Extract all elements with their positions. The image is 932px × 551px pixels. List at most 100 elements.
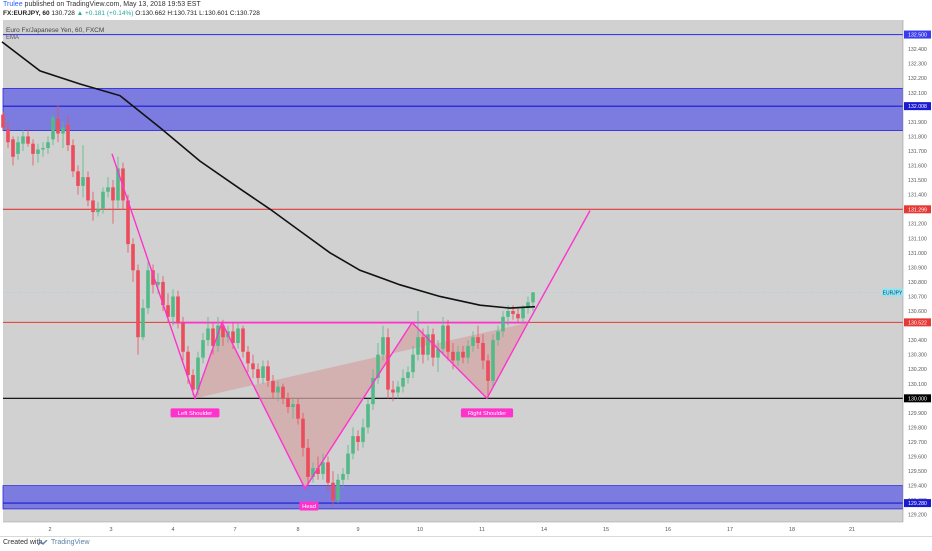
- candle-34: [171, 289, 175, 326]
- candle-56: [281, 383, 285, 405]
- candle-27: [136, 264, 140, 355]
- candle-79: [396, 380, 400, 399]
- y-tick-label-4: 129.600: [908, 455, 927, 461]
- candle-body: [131, 244, 135, 271]
- candle-body: [106, 187, 110, 192]
- candle-body: [266, 366, 270, 381]
- level-label-1: 132.008: [908, 104, 927, 110]
- candle-70: [351, 427, 355, 460]
- x-tick-label-5: 9: [356, 527, 359, 533]
- candle-10: [51, 114, 55, 146]
- y-tick-label-27: 132.300: [908, 62, 927, 68]
- candle-body: [261, 366, 265, 378]
- candle-11: [56, 104, 60, 143]
- candle-body: [391, 389, 395, 393]
- candle-body: [441, 325, 445, 349]
- tradingview-brand[interactable]: TradingView: [51, 539, 90, 546]
- candle-40: [201, 332, 205, 364]
- candle-body: [146, 270, 150, 309]
- candle-14: [71, 139, 75, 178]
- candle-body: [376, 354, 380, 378]
- x-tick-label-0: 2: [48, 527, 51, 533]
- candle-77: [386, 328, 390, 399]
- candle-body: [511, 311, 515, 314]
- candle-9: [46, 136, 50, 154]
- candle-94: [471, 331, 475, 352]
- candle-76: [381, 325, 385, 361]
- candle-body: [296, 404, 300, 419]
- y-tick-label-10: 130.300: [908, 353, 927, 359]
- pattern-label-bg-0: [170, 408, 220, 418]
- candle-body: [86, 177, 90, 201]
- candle-body: [471, 337, 475, 346]
- symbol-tag: EURJPY: [883, 290, 903, 296]
- candle-61: [306, 439, 310, 486]
- y-tick-label-11: 130.400: [908, 338, 927, 344]
- x-tick-label-2: 4: [171, 527, 174, 533]
- candle-body: [71, 145, 75, 172]
- x-tick-label-8: 14: [541, 527, 547, 533]
- candle-29: [146, 260, 150, 314]
- author-name[interactable]: Trulee: [3, 1, 23, 8]
- y-tick-label-18: 131.200: [908, 222, 927, 228]
- y-tick-label-24: 131.900: [908, 120, 927, 126]
- candle-57: [286, 392, 290, 413]
- level-label-bg-4: [904, 394, 931, 403]
- candle-body: [161, 281, 165, 306]
- candle-103: [516, 308, 520, 323]
- y-tick-label-13: 130.700: [908, 294, 927, 300]
- candle-93: [466, 340, 470, 364]
- candle-body: [326, 462, 330, 483]
- candle-body: [46, 142, 50, 149]
- candle-body: [491, 340, 495, 381]
- candle-body: [351, 436, 355, 454]
- candle-body: [251, 363, 255, 370]
- candle-36: [181, 316, 185, 361]
- time-axis[interactable]: [3, 522, 903, 536]
- level-label-4: 130.000: [908, 396, 927, 402]
- x-tick-label-3: 7: [233, 527, 236, 533]
- candle-47: [236, 322, 240, 349]
- candle-body: [501, 316, 505, 332]
- candle-73: [366, 398, 370, 434]
- candle-87: [436, 340, 440, 373]
- published-text: published on TradingView.com, May 13, 20…: [24, 1, 201, 8]
- candle-body: [236, 328, 240, 344]
- time-axis-ticks: 2 3 4 7 8 9 10 11 14 15 16 17 18 21: [48, 527, 855, 533]
- price-chart[interactable]: Left Shoulder Head Right Shoulder Euro Fx/…: [0, 20, 932, 536]
- candle-97: [486, 354, 490, 399]
- candle-body: [451, 351, 455, 361]
- candle-body: [91, 200, 95, 213]
- candle-body: [101, 191, 105, 210]
- candle-body: [521, 308, 525, 319]
- candle-86: [431, 328, 435, 367]
- candle-body: [421, 337, 425, 355]
- candle-body: [436, 348, 440, 358]
- candle-4: [21, 129, 25, 151]
- candle-body: [26, 136, 30, 144]
- candle-body: [316, 468, 320, 474]
- level-label-bg-3: [904, 318, 931, 327]
- candle-body: [176, 296, 180, 323]
- candle-85: [426, 325, 430, 361]
- y-tick-label-21: 131.600: [908, 164, 927, 170]
- y-tick-label-19: 131.400: [908, 193, 927, 199]
- candle-17: [86, 171, 90, 207]
- candle-3: [16, 136, 20, 160]
- candle-99: [496, 325, 500, 346]
- candle-body: [66, 124, 70, 146]
- y-tick-label-26: 132.200: [908, 76, 927, 82]
- level-label-bg-2: [904, 205, 931, 214]
- y-tick-label-2: 129.400: [908, 484, 927, 490]
- candle-body: [61, 127, 65, 134]
- candle-body: [51, 117, 55, 140]
- candle-body: [56, 118, 60, 134]
- candle-body: [331, 482, 335, 501]
- candle-28: [141, 299, 145, 341]
- candle-92: [461, 345, 465, 364]
- candle-body: [496, 331, 500, 341]
- candle-1: [6, 121, 10, 149]
- candle-body: [201, 340, 205, 358]
- tradingview-logo-icon: [38, 540, 48, 546]
- candle-30: [151, 264, 155, 294]
